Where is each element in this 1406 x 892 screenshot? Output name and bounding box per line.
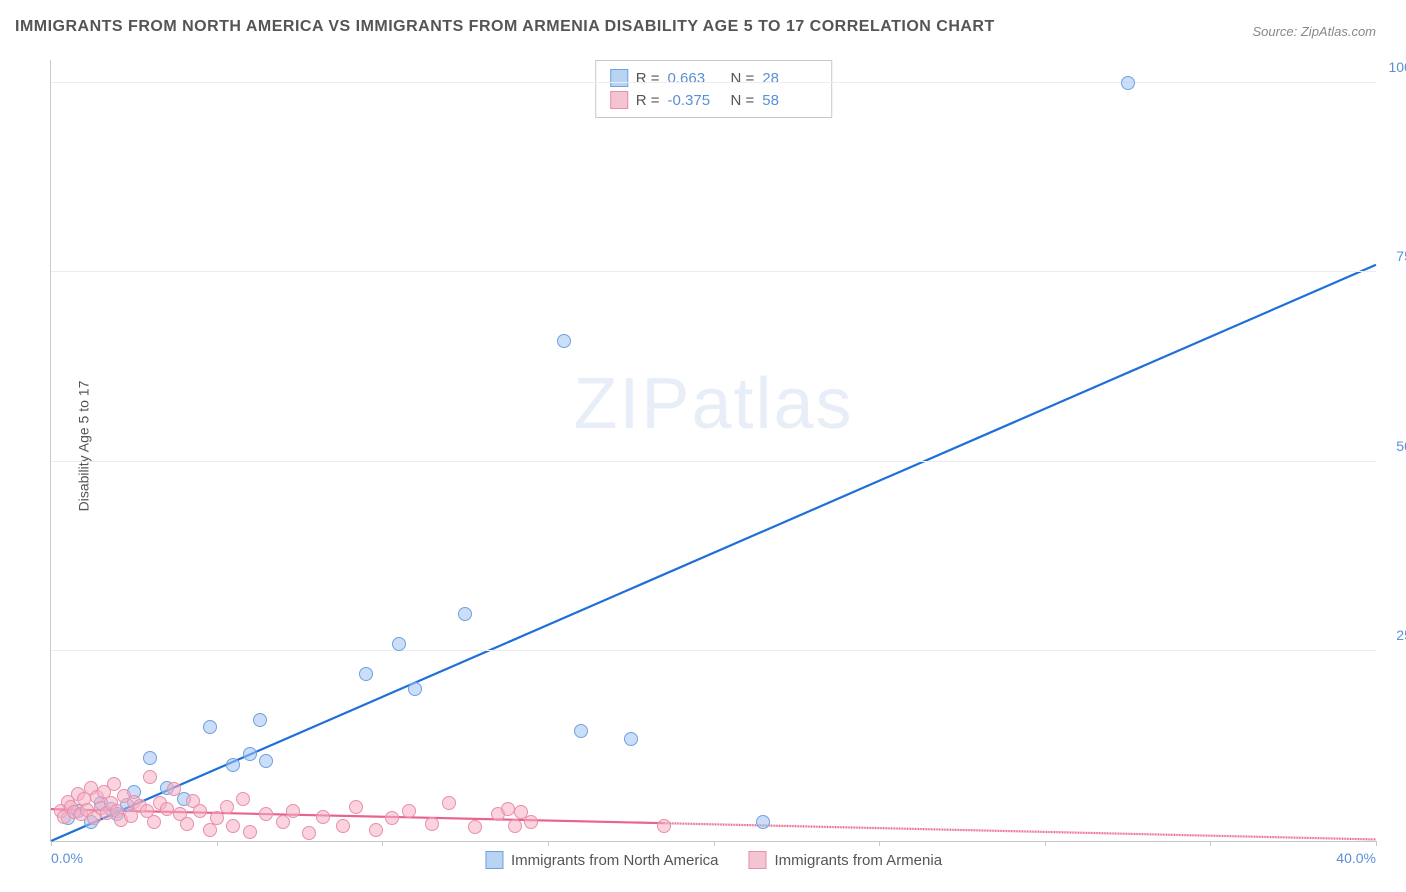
- watermark: ZIPatlas: [573, 363, 853, 445]
- data-point: [243, 825, 257, 839]
- data-point: [508, 819, 522, 833]
- data-point: [220, 800, 234, 814]
- data-point: [657, 819, 671, 833]
- data-point: [253, 713, 267, 727]
- x-tick: [1210, 841, 1211, 846]
- x-tick-label: 40.0%: [1336, 850, 1376, 866]
- data-point: [259, 754, 273, 768]
- data-point: [574, 724, 588, 738]
- data-point: [259, 807, 273, 821]
- legend-item-north-america: Immigrants from North America: [485, 851, 719, 869]
- data-point: [501, 802, 515, 816]
- data-point: [756, 815, 770, 829]
- x-tick-label: 0.0%: [51, 850, 83, 866]
- data-point: [143, 770, 157, 784]
- x-tick: [382, 841, 383, 846]
- data-point: [226, 758, 240, 772]
- legend-label-armenia: Immigrants from Armenia: [775, 852, 943, 869]
- n-value-armenia: 58: [762, 92, 817, 109]
- swatch-north-america: [485, 851, 503, 869]
- data-point: [349, 800, 363, 814]
- gridline: [51, 271, 1376, 272]
- x-tick: [879, 841, 880, 846]
- data-point: [286, 804, 300, 818]
- gridline: [51, 650, 1376, 651]
- legend-item-armenia: Immigrants from Armenia: [749, 851, 943, 869]
- x-tick: [714, 841, 715, 846]
- x-tick: [1376, 841, 1377, 846]
- gridline: [51, 461, 1376, 462]
- data-point: [392, 637, 406, 651]
- chart-container: IMMIGRANTS FROM NORTH AMERICA VS IMMIGRA…: [0, 0, 1406, 892]
- data-point: [369, 823, 383, 837]
- data-point: [276, 815, 290, 829]
- watermark-bold: ZIP: [573, 364, 691, 444]
- data-point: [210, 811, 224, 825]
- n-label: N =: [731, 92, 755, 109]
- data-point: [385, 811, 399, 825]
- y-tick-label: 25.0%: [1396, 627, 1406, 643]
- legend-label-north-america: Immigrants from North America: [511, 852, 719, 869]
- data-point: [1121, 76, 1135, 90]
- watermark-thin: atlas: [691, 364, 853, 444]
- x-tick: [51, 841, 52, 846]
- legend-row-armenia: R = -0.375 N = 58: [610, 89, 818, 111]
- data-point: [624, 732, 638, 746]
- correlation-legend: R = 0.663 N = 28 R = -0.375 N = 58: [595, 60, 833, 118]
- x-tick: [217, 841, 218, 846]
- chart-title: IMMIGRANTS FROM NORTH AMERICA VS IMMIGRA…: [15, 18, 995, 36]
- gridline: [51, 82, 1376, 83]
- y-tick-label: 100.0%: [1389, 59, 1406, 75]
- data-point: [147, 815, 161, 829]
- swatch-armenia: [610, 91, 628, 109]
- data-point: [236, 792, 250, 806]
- data-point: [402, 804, 416, 818]
- data-point: [468, 820, 482, 834]
- source-attribution: Source: ZipAtlas.com: [1252, 24, 1376, 39]
- r-label: R =: [636, 70, 660, 87]
- r-label: R =: [636, 92, 660, 109]
- data-point: [143, 751, 157, 765]
- r-value-north-america: 0.663: [668, 70, 723, 87]
- data-point: [408, 682, 422, 696]
- x-tick: [548, 841, 549, 846]
- swatch-armenia: [749, 851, 767, 869]
- data-point: [302, 826, 316, 840]
- legend-row-north-america: R = 0.663 N = 28: [610, 67, 818, 89]
- data-point: [524, 815, 538, 829]
- data-point: [425, 817, 439, 831]
- swatch-north-america: [610, 69, 628, 87]
- x-tick: [1045, 841, 1046, 846]
- data-point: [442, 796, 456, 810]
- n-label: N =: [731, 70, 755, 87]
- data-point: [167, 782, 181, 796]
- regression-lines: [51, 60, 1376, 841]
- data-point: [160, 802, 174, 816]
- data-point: [458, 607, 472, 621]
- data-point: [336, 819, 350, 833]
- plot-area: ZIPatlas R = 0.663 N = 28 R = -0.375 N =…: [50, 60, 1376, 842]
- data-point: [316, 810, 330, 824]
- data-point: [203, 720, 217, 734]
- data-point: [193, 804, 207, 818]
- series-legend: Immigrants from North America Immigrants…: [485, 851, 942, 869]
- data-point: [359, 667, 373, 681]
- y-tick-label: 50.0%: [1396, 438, 1406, 454]
- data-point: [180, 817, 194, 831]
- r-value-armenia: -0.375: [668, 92, 723, 109]
- y-tick-label: 75.0%: [1396, 248, 1406, 264]
- n-value-north-america: 28: [762, 70, 817, 87]
- data-point: [226, 819, 240, 833]
- data-point: [557, 334, 571, 348]
- data-point: [243, 747, 257, 761]
